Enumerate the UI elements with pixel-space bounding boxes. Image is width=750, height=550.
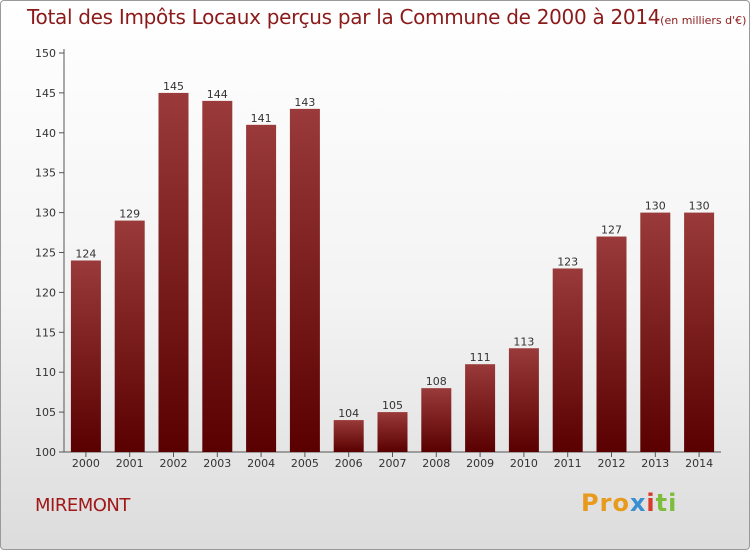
x-tick-label: 2011	[554, 457, 582, 470]
y-tick-label: 150	[35, 47, 56, 60]
data-label: 129	[119, 208, 140, 221]
brand-logo-letter: i	[646, 489, 656, 517]
x-tick-label: 2009	[466, 457, 494, 470]
x-tick-label: 2006	[335, 457, 363, 470]
bar	[552, 268, 583, 452]
brand-logo-letter: P	[581, 489, 600, 517]
x-tick-label: 2003	[203, 457, 231, 470]
y-tick-label: 145	[35, 87, 56, 100]
bar	[289, 108, 320, 453]
y-tick-label: 100	[35, 446, 56, 459]
data-label: 124	[75, 247, 96, 260]
bar	[465, 364, 496, 452]
bar	[377, 412, 408, 452]
data-label: 145	[163, 80, 184, 93]
bar	[70, 260, 101, 452]
x-tick-label: 2004	[247, 457, 275, 470]
x-tick-label: 2001	[116, 457, 144, 470]
data-label: 130	[645, 200, 666, 213]
y-tick-label: 130	[35, 207, 56, 220]
bars	[70, 92, 715, 453]
y-tick-label: 135	[35, 167, 56, 180]
y-tick-label: 125	[35, 247, 56, 260]
chart-title-text: Total des Impôts Locaux perçus par la Co…	[27, 5, 661, 29]
bar	[421, 388, 452, 452]
y-tick-label: 110	[35, 366, 56, 379]
x-tick-label: 2014	[685, 457, 713, 470]
x-tick-label: 2002	[160, 457, 188, 470]
brand-logo-letter: t	[655, 489, 669, 517]
data-label: 105	[382, 399, 403, 412]
bar	[596, 236, 627, 452]
axes: 100 105 110 115 120 125 130 135 140 145 150 2000 200…	[35, 47, 721, 470]
data-label: 144	[207, 88, 228, 101]
x-tick-label: 2008	[422, 457, 450, 470]
data-label: 141	[251, 112, 272, 125]
data-labels: 124 129 145 144 141 143 104 105 108 111 113 123 127 1…	[75, 80, 709, 420]
bar	[508, 348, 539, 452]
brand-logo-letter: x	[629, 489, 647, 517]
chart-title: Total des Impôts Locaux perçus par la Co…	[27, 5, 746, 29]
data-label: 123	[557, 255, 578, 268]
x-tick-label: 2005	[291, 457, 319, 470]
bar	[333, 420, 364, 452]
brand-logo-letter: i	[668, 489, 678, 517]
x-tick-label: 2013	[641, 457, 669, 470]
x-tick-label: 2007	[379, 457, 407, 470]
bar	[114, 220, 145, 452]
y-tick-label: 115	[35, 326, 56, 339]
x-tick-label: 2012	[598, 457, 626, 470]
chart-title-unit: (en milliers d'€)	[660, 14, 747, 27]
x-tick-label: 2010	[510, 457, 538, 470]
bar	[684, 212, 715, 452]
y-tick-label: 140	[35, 127, 56, 140]
bar	[640, 212, 671, 452]
data-label: 127	[601, 224, 622, 237]
brand-logo-letter: o	[612, 489, 630, 517]
brand-logo-letter: r	[599, 489, 613, 517]
x-tick-label: 2000	[72, 457, 100, 470]
data-label: 108	[426, 375, 447, 388]
brand-logo: Proxiti	[581, 489, 677, 517]
y-tick-label: 120	[35, 286, 56, 299]
data-label: 104	[338, 407, 359, 420]
data-label: 130	[689, 200, 710, 213]
bar	[202, 100, 233, 452]
brand-logo-text: Proxiti	[581, 489, 677, 517]
data-label: 113	[513, 335, 534, 348]
bar	[158, 92, 189, 453]
bar	[246, 124, 277, 452]
data-label: 111	[470, 351, 491, 364]
commune-name: MIREMONT	[35, 495, 130, 516]
data-label: 143	[294, 96, 315, 109]
y-tick-label: 105	[35, 406, 56, 419]
